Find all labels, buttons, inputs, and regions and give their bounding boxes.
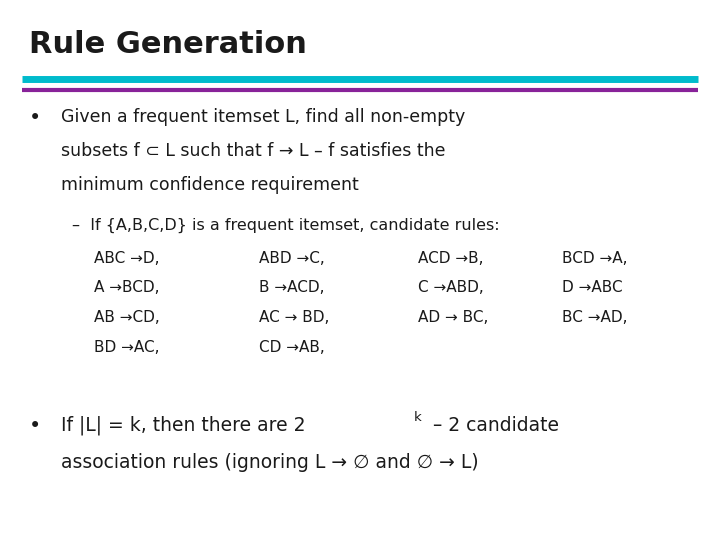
Text: BD →AC,: BD →AC, [94, 340, 159, 355]
Text: AC → BD,: AC → BD, [259, 310, 330, 325]
Text: ACD →B,: ACD →B, [418, 251, 483, 266]
Text: Given a frequent itemset L, find all non-empty: Given a frequent itemset L, find all non… [61, 108, 465, 126]
Text: B →ACD,: B →ACD, [259, 280, 325, 295]
Text: AD → BC,: AD → BC, [418, 310, 488, 325]
Text: BCD →A,: BCD →A, [562, 251, 627, 266]
Text: •: • [29, 108, 41, 128]
Text: subsets f ⊂ L such that f → L – f satisfies the: subsets f ⊂ L such that f → L – f satisf… [61, 142, 446, 160]
Text: •: • [29, 416, 41, 436]
Text: association rules (ignoring L → ∅ and ∅ → L): association rules (ignoring L → ∅ and ∅ … [61, 453, 479, 471]
Text: ABC →D,: ABC →D, [94, 251, 159, 266]
Text: A →BCD,: A →BCD, [94, 280, 159, 295]
Text: ABD →C,: ABD →C, [259, 251, 325, 266]
Text: AB →CD,: AB →CD, [94, 310, 159, 325]
Text: If |L| = k, then there are 2: If |L| = k, then there are 2 [61, 416, 306, 435]
Text: C →ABD,: C →ABD, [418, 280, 483, 295]
Text: – 2 candidate: – 2 candidate [427, 416, 559, 435]
Text: BC →AD,: BC →AD, [562, 310, 627, 325]
Text: CD →AB,: CD →AB, [259, 340, 325, 355]
Text: –  If {A,B,C,D} is a frequent itemset, candidate rules:: – If {A,B,C,D} is a frequent itemset, ca… [72, 218, 500, 233]
Text: k: k [414, 411, 422, 424]
Text: D →ABC: D →ABC [562, 280, 622, 295]
Text: Rule Generation: Rule Generation [29, 30, 307, 59]
Text: minimum confidence requirement: minimum confidence requirement [61, 176, 359, 194]
